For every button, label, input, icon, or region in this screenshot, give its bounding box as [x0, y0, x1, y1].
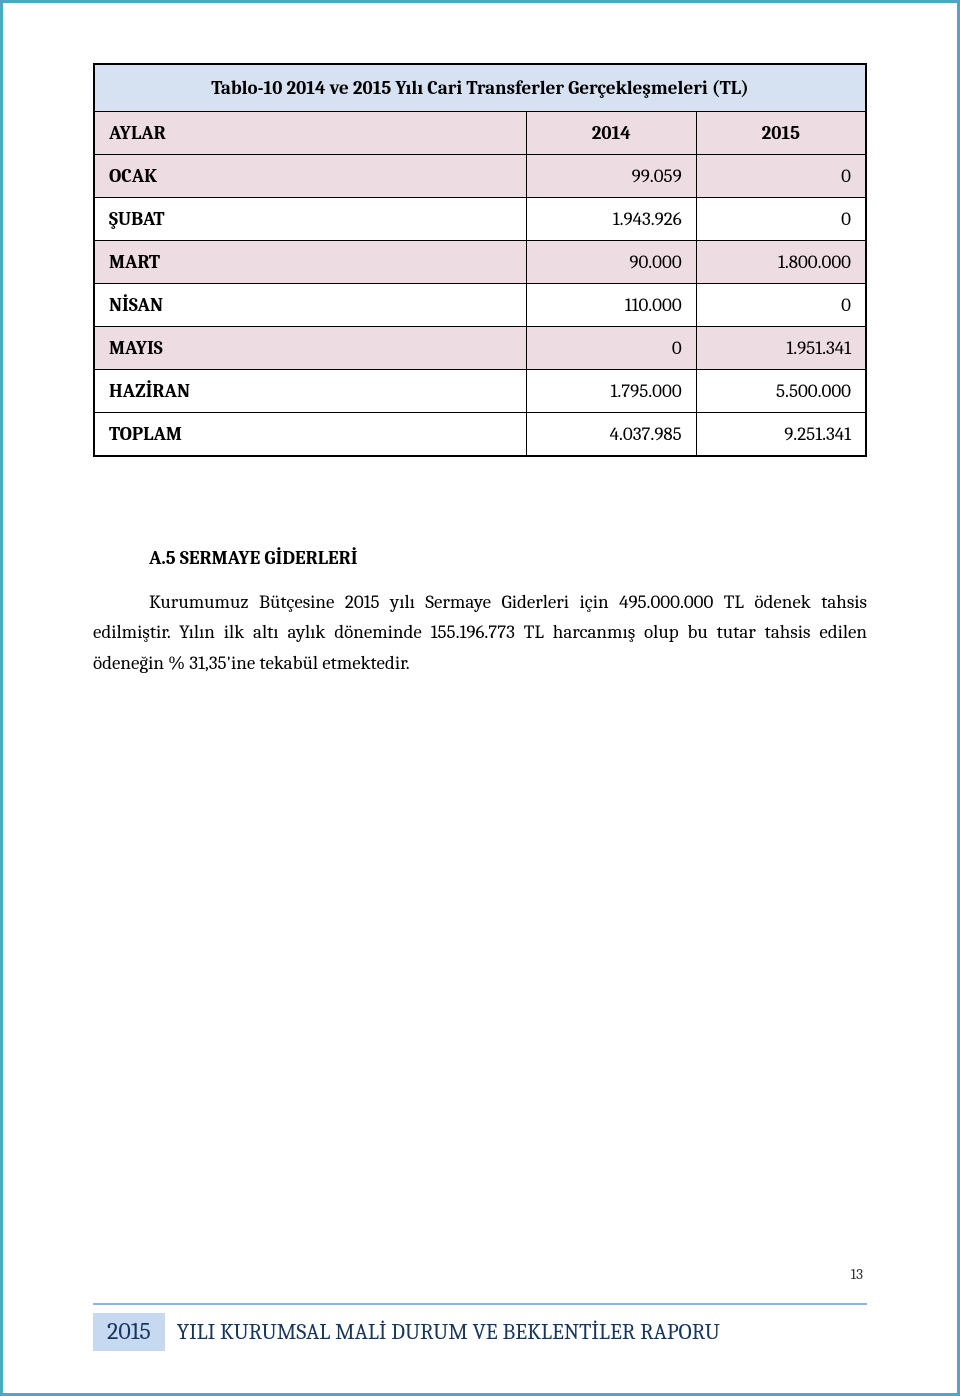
footer-title: YILI KURUMSAL MALİ DURUM VE BEKLENTİLER …	[177, 1313, 720, 1345]
row-2015: 1.800.000	[696, 241, 866, 284]
table-row: HAZİRAN 1.795.000 5.500.000	[94, 370, 866, 413]
row-label: OCAK	[94, 155, 526, 198]
row-2014: 1.795.000	[526, 370, 696, 413]
page-footer: 2015 YILI KURUMSAL MALİ DURUM VE BEKLENT…	[93, 1303, 867, 1351]
row-2015: 1.951.341	[696, 327, 866, 370]
table-header-row: AYLAR 2014 2015	[94, 112, 866, 155]
total-label: TOPLAM	[94, 413, 526, 457]
footer-year-badge: 2015	[93, 1313, 165, 1351]
row-label: HAZİRAN	[94, 370, 526, 413]
table-title-row: Tablo-10 2014 ve 2015 Yılı Cari Transfer…	[94, 64, 866, 112]
row-label: NİSAN	[94, 284, 526, 327]
row-2014: 110.000	[526, 284, 696, 327]
row-2015: 0	[696, 198, 866, 241]
section-heading: A.5 SERMAYE GİDERLERİ	[149, 547, 867, 569]
row-label: MART	[94, 241, 526, 284]
section-body: Kurumumuz Bütçesine 2015 yılı Sermaye Gi…	[93, 587, 867, 678]
row-2014: 1.943.926	[526, 198, 696, 241]
row-label: ŞUBAT	[94, 198, 526, 241]
section-body-text: Kurumumuz Bütçesine 2015 yılı Sermaye Gi…	[93, 591, 867, 674]
row-2014: 99.059	[526, 155, 696, 198]
table-total-row: TOPLAM 4.037.985 9.251.341	[94, 413, 866, 457]
transfers-table: Tablo-10 2014 ve 2015 Yılı Cari Transfer…	[93, 63, 867, 457]
total-2015: 9.251.341	[696, 413, 866, 457]
row-2015: 0	[696, 284, 866, 327]
row-label: MAYIS	[94, 327, 526, 370]
document-page: Tablo-10 2014 ve 2015 Yılı Cari Transfer…	[0, 0, 960, 1396]
table-row: MAYIS 0 1.951.341	[94, 327, 866, 370]
table-row: MART 90.000 1.800.000	[94, 241, 866, 284]
table-row: OCAK 99.059 0	[94, 155, 866, 198]
table-title: Tablo-10 2014 ve 2015 Yılı Cari Transfer…	[94, 64, 866, 112]
row-2014: 90.000	[526, 241, 696, 284]
table-row: ŞUBAT 1.943.926 0	[94, 198, 866, 241]
page-number: 13	[851, 1265, 863, 1283]
row-2015: 0	[696, 155, 866, 198]
col-header-aylar: AYLAR	[94, 112, 526, 155]
total-2014: 4.037.985	[526, 413, 696, 457]
content-area: Tablo-10 2014 ve 2015 Yılı Cari Transfer…	[93, 63, 867, 678]
row-2015: 5.500.000	[696, 370, 866, 413]
col-header-2015: 2015	[696, 112, 866, 155]
row-2014: 0	[526, 327, 696, 370]
col-header-2014: 2014	[526, 112, 696, 155]
table-row: NİSAN 110.000 0	[94, 284, 866, 327]
